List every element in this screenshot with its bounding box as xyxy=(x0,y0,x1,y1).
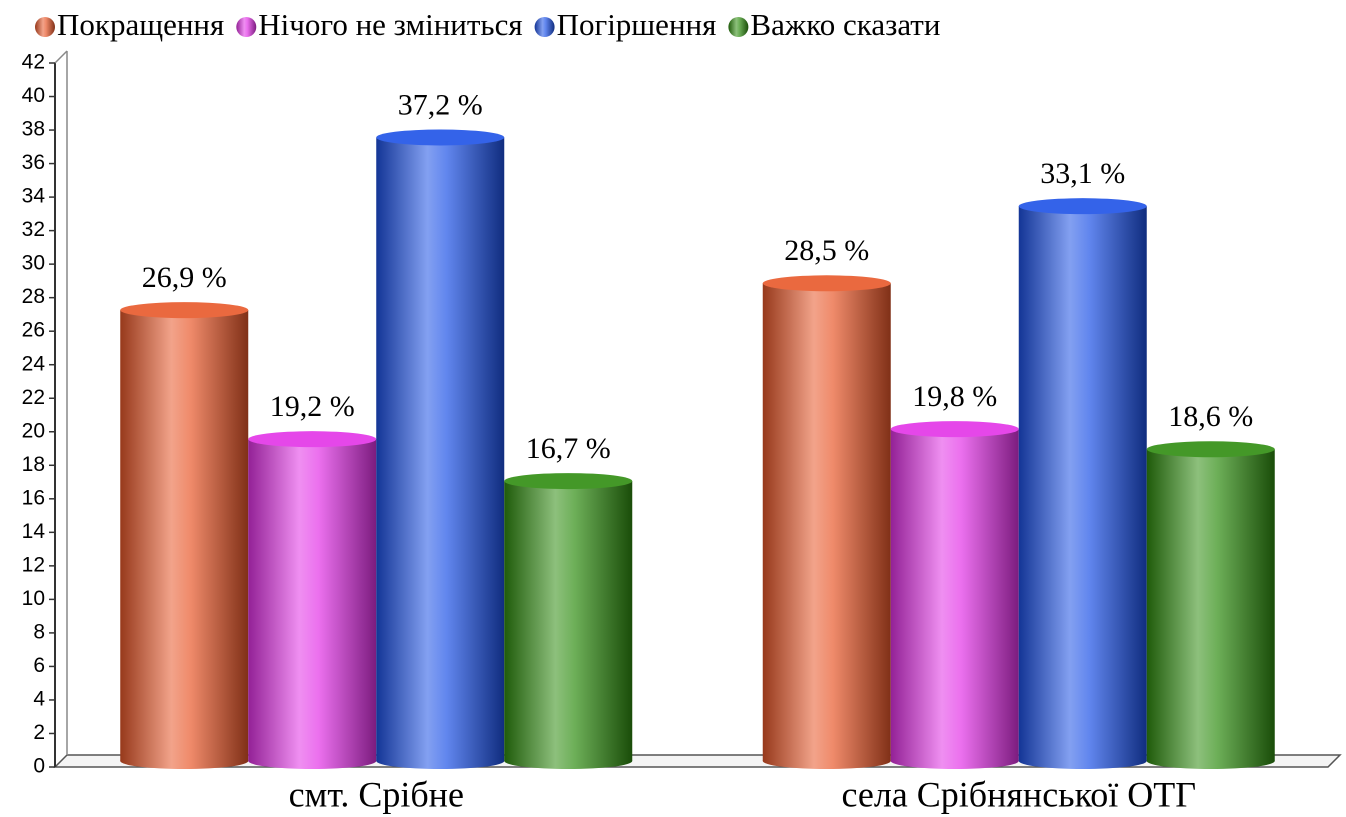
legend-label: Покращення xyxy=(57,7,224,42)
bar-top xyxy=(1018,198,1147,215)
bar xyxy=(504,481,633,761)
x-tick-label: смт. Срібне xyxy=(289,774,464,814)
value-label: 33,1 % xyxy=(1040,157,1125,190)
y-tick-label: 24 xyxy=(22,352,46,375)
y-tick-label: 12 xyxy=(22,553,45,576)
bar-top xyxy=(504,473,633,490)
y-tick-label: 40 xyxy=(22,84,45,107)
y-tick-label: 32 xyxy=(22,218,45,241)
y-tick-label: 2 xyxy=(33,721,45,744)
legend-label: Погіршення xyxy=(557,7,717,42)
bar-top xyxy=(248,431,377,448)
bar xyxy=(120,310,249,761)
y-tick-label: 22 xyxy=(22,386,45,409)
y-tick-label: 18 xyxy=(22,453,45,476)
y-tick-label: 16 xyxy=(22,486,45,509)
y-tick-label: 4 xyxy=(33,687,45,710)
bar xyxy=(890,429,1019,761)
bar xyxy=(376,137,505,761)
y-tick-label: 42 xyxy=(22,51,45,74)
y-tick-label: 36 xyxy=(22,151,45,174)
value-label: 18,6 % xyxy=(1168,400,1253,433)
value-label: 26,9 % xyxy=(142,261,227,294)
y-tick-label: 14 xyxy=(22,520,46,543)
value-label: 19,8 % xyxy=(912,380,997,413)
legend-marker xyxy=(35,17,55,37)
bar-top xyxy=(1146,441,1275,458)
legend-marker xyxy=(236,17,257,37)
legend-marker xyxy=(534,17,555,37)
bar-top xyxy=(376,129,505,146)
y-tick-label: 30 xyxy=(22,252,45,275)
value-label: 28,5 % xyxy=(784,234,869,267)
bar xyxy=(1146,449,1275,761)
bar-top xyxy=(762,275,891,292)
bar-top xyxy=(120,302,249,319)
value-label: 19,2 % xyxy=(270,390,355,423)
y-tick-label: 34 xyxy=(22,185,46,208)
y-tick-label: 20 xyxy=(22,419,45,442)
y-tick-label: 10 xyxy=(22,587,45,610)
axis-corner xyxy=(54,50,68,64)
bar xyxy=(1018,206,1147,761)
bar xyxy=(762,283,891,761)
y-tick-label: 8 xyxy=(33,620,45,643)
bar-top xyxy=(890,421,1019,438)
y-tick-label: 28 xyxy=(22,285,45,308)
legend-marker xyxy=(728,17,749,37)
legend-label: Нічого не зміниться xyxy=(258,7,522,42)
x-tick-label: села Срібнянської ОТГ xyxy=(841,774,1196,814)
y-tick-label: 26 xyxy=(22,319,45,342)
legend-label: Важко сказати xyxy=(750,7,940,42)
y-tick-label: 38 xyxy=(22,118,45,141)
bar xyxy=(248,439,377,761)
value-label: 16,7 % xyxy=(526,432,611,465)
y-tick-label: 6 xyxy=(33,654,45,677)
value-label: 37,2 % xyxy=(398,88,483,121)
y-tick-label: 0 xyxy=(33,755,45,778)
